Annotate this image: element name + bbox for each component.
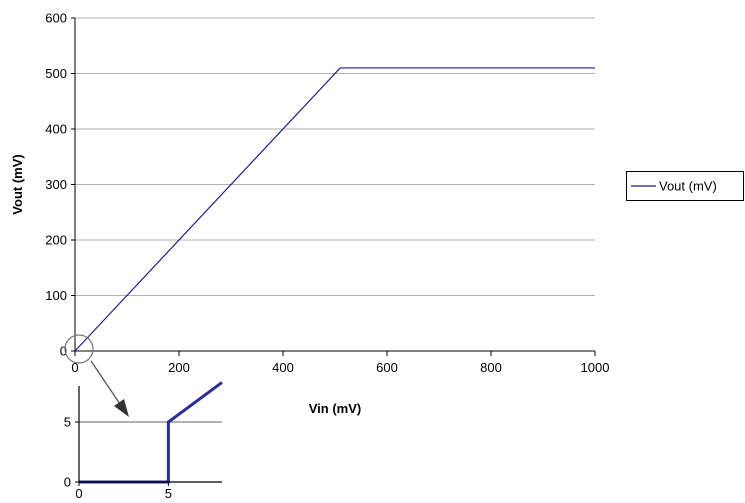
zoom-arrowhead bbox=[114, 399, 129, 417]
y-tick-label: 100 bbox=[45, 288, 67, 303]
main-plot: 0 100 200 300 400 500 600 0 200 400 600 800 1000 Vin … bbox=[10, 11, 609, 417]
y-tick-label: 500 bbox=[45, 66, 67, 81]
zoom-arrow-shaft bbox=[90, 360, 121, 405]
inset-y-tick-label: 5 bbox=[64, 415, 71, 430]
legend: Vout (mV) bbox=[626, 171, 744, 201]
y-tick-label: 0 bbox=[60, 344, 67, 359]
inset-x-tick-label: 5 bbox=[165, 486, 172, 501]
legend-label: Vout (mV) bbox=[659, 179, 717, 194]
x-tick-label: 400 bbox=[272, 360, 294, 375]
x-tick-label: 1000 bbox=[581, 360, 610, 375]
y-tick-label: 200 bbox=[45, 233, 67, 248]
x-tick-label: 200 bbox=[168, 360, 190, 375]
y-axis-title: Vout (mV) bbox=[10, 154, 25, 214]
x-tick-label: 600 bbox=[376, 360, 398, 375]
inset-x-tick-label: 0 bbox=[75, 486, 82, 501]
x-tick-label: 0 bbox=[71, 360, 78, 375]
y-tick-label: 300 bbox=[45, 177, 67, 192]
y-tick-label: 600 bbox=[45, 11, 67, 26]
y-tick-label: 400 bbox=[45, 122, 67, 137]
zoom-circle bbox=[64, 334, 94, 364]
x-axis-title: Vin (mV) bbox=[309, 401, 362, 416]
legend-box bbox=[626, 171, 744, 201]
series-line-vout bbox=[74, 67, 595, 352]
inset-plot: 0 5 0 5 bbox=[64, 381, 223, 501]
inset-series-line bbox=[79, 381, 223, 484]
x-tick-label: 800 bbox=[480, 360, 502, 375]
inset-y-tick-label: 0 bbox=[64, 475, 71, 490]
zoom-indicator bbox=[64, 334, 129, 417]
